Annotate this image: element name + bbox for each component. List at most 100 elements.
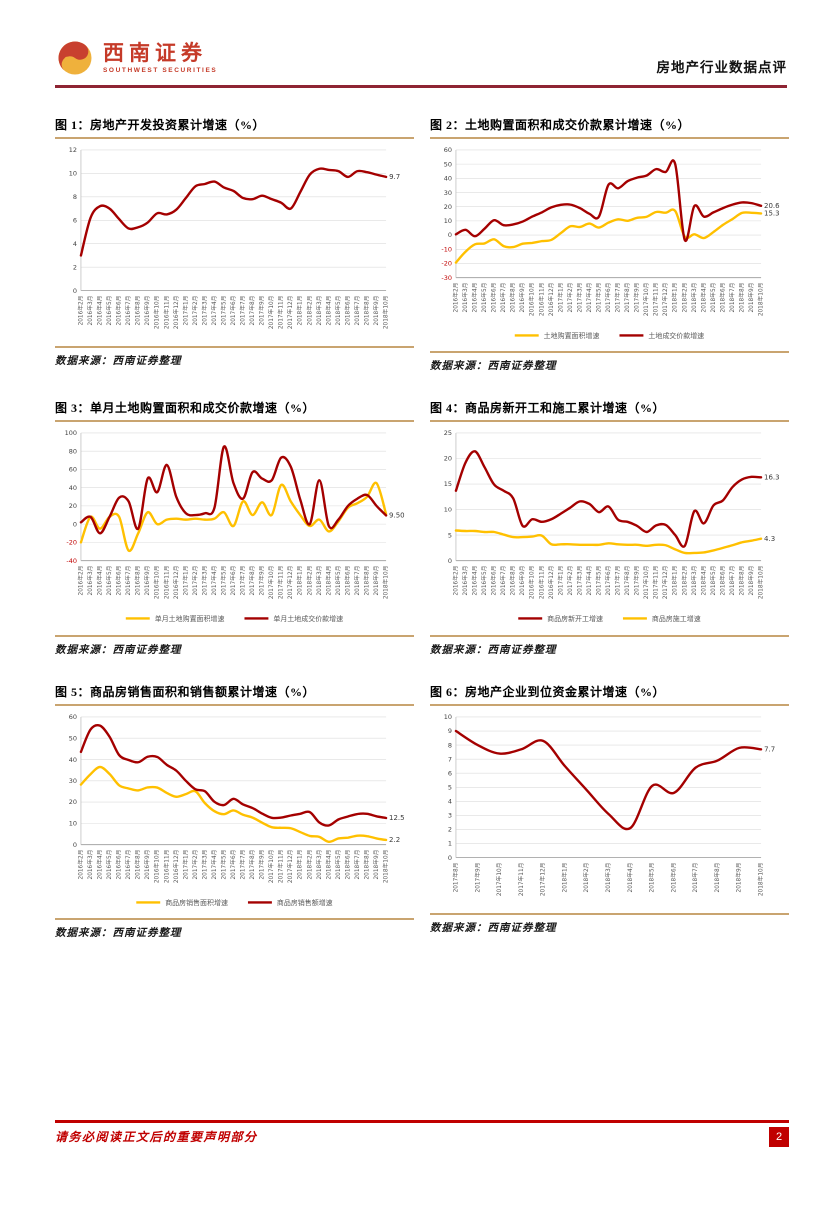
svg-text:2017年12月: 2017年12月 <box>286 296 294 330</box>
svg-text:2017年2月: 2017年2月 <box>191 849 199 879</box>
series-line <box>454 450 763 549</box>
svg-text:20: 20 <box>69 798 77 806</box>
svg-text:2018年9月: 2018年9月 <box>372 849 380 879</box>
svg-text:4: 4 <box>448 797 452 805</box>
svg-text:2018年4月: 2018年4月 <box>324 566 332 596</box>
series-end-label: 9.7 <box>389 173 400 181</box>
y-axis-labels: 0 2 4 6 8 10 12 <box>69 146 77 295</box>
svg-text:2017年10月: 2017年10月 <box>267 566 275 600</box>
svg-text:2017年11月: 2017年11月 <box>277 849 285 883</box>
svg-text:2018年4月: 2018年4月 <box>626 862 634 892</box>
svg-text:2018年10月: 2018年10月 <box>757 566 765 600</box>
svg-text:0: 0 <box>448 557 452 565</box>
svg-text:5: 5 <box>448 532 452 540</box>
svg-text:50: 50 <box>69 734 77 742</box>
svg-text:-20: -20 <box>441 260 452 268</box>
gridlines <box>80 149 387 292</box>
y-axis-labels: 0 10 20 30 40 50 60 <box>69 713 77 849</box>
svg-text:土地成交价款增速: 土地成交价款增速 <box>648 331 704 340</box>
svg-text:2018年5月: 2018年5月 <box>709 283 717 313</box>
svg-text:2017年11月: 2017年11月 <box>277 296 285 330</box>
svg-text:2018年6月: 2018年6月 <box>343 566 351 596</box>
figure-3-title: 图 3：单月土地购置面积和成交价款增速（%） <box>55 399 414 423</box>
svg-text:2016年3月: 2016年3月 <box>461 566 469 596</box>
svg-text:2016年2月: 2016年2月 <box>76 849 84 879</box>
figure-5-line-chart: 0 10 20 30 40 50 60 2016年2月 2016年3月 2016年4月 2016年5… <box>55 709 414 914</box>
svg-text:单月土地成交价款增速: 单月土地成交价款增速 <box>273 614 343 623</box>
svg-text:6: 6 <box>73 216 77 224</box>
svg-text:商品房销售面积增速: 商品房销售面积增速 <box>165 898 228 907</box>
svg-text:2018年7月: 2018年7月 <box>728 566 736 596</box>
svg-text:2016年8月: 2016年8月 <box>134 296 142 326</box>
svg-text:2016年6月: 2016年6月 <box>115 296 123 326</box>
brand-name-cn: 西南证券 <box>103 40 207 65</box>
svg-text:80: 80 <box>69 448 77 456</box>
svg-text:2017年9月: 2017年9月 <box>258 849 266 879</box>
svg-text:2018年5月: 2018年5月 <box>334 566 342 596</box>
y-axis-labels: -30 -20 -10 0 10 20 30 40 50 60 <box>441 146 452 282</box>
svg-text:2018年10月: 2018年10月 <box>757 283 765 317</box>
svg-text:2016年5月: 2016年5月 <box>480 283 488 313</box>
series-line <box>454 529 763 555</box>
svg-text:2017年6月: 2017年6月 <box>229 296 237 326</box>
svg-text:2018年7月: 2018年7月 <box>353 566 361 596</box>
svg-text:2018年5月: 2018年5月 <box>334 849 342 879</box>
svg-text:2016年12月: 2016年12月 <box>172 849 180 883</box>
svg-text:2018年9月: 2018年9月 <box>372 566 380 596</box>
svg-text:2018年6月: 2018年6月 <box>669 862 677 892</box>
svg-text:2018年2月: 2018年2月 <box>305 849 313 879</box>
svg-text:2018年9月: 2018年9月 <box>372 296 380 326</box>
svg-text:2: 2 <box>73 263 77 271</box>
svg-text:3: 3 <box>448 811 452 819</box>
svg-text:2018年8月: 2018年8月 <box>363 849 371 879</box>
svg-text:2017年7月: 2017年7月 <box>239 849 247 879</box>
svg-text:2016年2月: 2016年2月 <box>76 566 84 596</box>
svg-text:2018年1月: 2018年1月 <box>296 296 304 326</box>
svg-text:2018年1月: 2018年1月 <box>671 283 679 313</box>
svg-text:2017年11月: 2017年11月 <box>517 862 525 896</box>
series-line <box>79 723 388 827</box>
svg-text:2016年6月: 2016年6月 <box>115 566 123 596</box>
chart-legend: 单月土地购置面积增速 单月土地成交价款增速 <box>125 614 343 623</box>
svg-text:2017年1月: 2017年1月 <box>181 566 189 596</box>
svg-text:2016年11月: 2016年11月 <box>162 566 170 600</box>
svg-text:2017年10月: 2017年10月 <box>267 849 275 883</box>
svg-text:2017年11月: 2017年11月 <box>277 566 285 600</box>
svg-text:2018年9月: 2018年9月 <box>747 283 755 313</box>
svg-text:2017年2月: 2017年2月 <box>191 296 199 326</box>
chart-legend: 商品房新开工增速 商品房施工增速 <box>518 614 701 623</box>
svg-text:2017年8月: 2017年8月 <box>451 862 459 892</box>
svg-text:2017年8月: 2017年8月 <box>248 296 256 326</box>
svg-text:2017年6月: 2017年6月 <box>604 566 612 596</box>
svg-text:2018年2月: 2018年2月 <box>582 862 590 892</box>
svg-text:2018年9月: 2018年9月 <box>747 566 755 596</box>
svg-text:2016年4月: 2016年4月 <box>95 296 103 326</box>
figure-3-line-chart: -40 -20 0 20 40 60 80 100 2016年2月 2016年3月 2016年4月 2… <box>55 425 414 630</box>
svg-text:2018年6月: 2018年6月 <box>718 566 726 596</box>
svg-text:2018年10月: 2018年10月 <box>382 296 390 330</box>
svg-text:2017年9月: 2017年9月 <box>633 566 641 596</box>
svg-text:2018年5月: 2018年5月 <box>648 862 656 892</box>
svg-text:2018年7月: 2018年7月 <box>728 283 736 313</box>
gridlines <box>455 433 762 562</box>
y-axis-labels: 0 5 10 15 20 25 <box>444 430 452 566</box>
svg-text:1: 1 <box>448 840 452 848</box>
svg-text:0: 0 <box>73 521 77 529</box>
svg-text:2016年3月: 2016年3月 <box>86 566 94 596</box>
svg-text:2017年5月: 2017年5月 <box>219 566 227 596</box>
svg-text:2017年2月: 2017年2月 <box>191 566 199 596</box>
svg-text:2018年10月: 2018年10月 <box>382 566 390 600</box>
svg-text:60: 60 <box>69 713 77 721</box>
series-line <box>454 208 763 264</box>
gridlines <box>80 716 387 845</box>
figure-2-line-chart: -30 -20 -10 0 10 20 30 40 50 60 2016年2月 2016年3月 2016… <box>430 142 789 347</box>
svg-text:2017年8月: 2017年8月 <box>248 849 256 879</box>
figure-2-data-source: 数据来源：西南证券整理 <box>430 351 789 373</box>
svg-text:2016年3月: 2016年3月 <box>86 849 94 879</box>
svg-text:2016年10月: 2016年10月 <box>153 296 161 330</box>
x-axis-labels: 2016年2月 2016年3月 2016年4月 2016年5月 2016年6月 2016年… <box>76 566 389 600</box>
svg-text:2017年4月: 2017年4月 <box>210 566 218 596</box>
svg-text:2016年7月: 2016年7月 <box>124 296 132 326</box>
x-axis-labels: 2016年2月 2016年3月 2016年4月 2016年5月 2016年6月 2016年… <box>76 849 389 883</box>
